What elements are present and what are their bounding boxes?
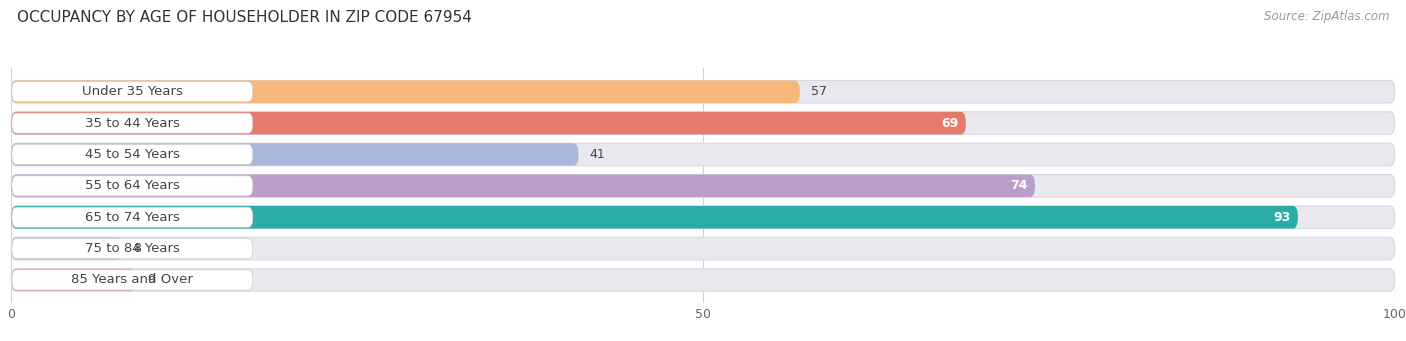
FancyBboxPatch shape — [11, 269, 1395, 291]
FancyBboxPatch shape — [11, 270, 253, 290]
FancyBboxPatch shape — [11, 80, 800, 103]
Text: 35 to 44 Years: 35 to 44 Years — [84, 117, 180, 130]
FancyBboxPatch shape — [11, 82, 253, 102]
FancyBboxPatch shape — [11, 206, 1395, 228]
FancyBboxPatch shape — [11, 113, 253, 133]
Text: 45 to 54 Years: 45 to 54 Years — [84, 148, 180, 161]
FancyBboxPatch shape — [11, 143, 578, 166]
Text: OCCUPANCY BY AGE OF HOUSEHOLDER IN ZIP CODE 67954: OCCUPANCY BY AGE OF HOUSEHOLDER IN ZIP C… — [17, 10, 472, 25]
FancyBboxPatch shape — [11, 175, 1035, 197]
FancyBboxPatch shape — [11, 239, 253, 258]
FancyBboxPatch shape — [11, 145, 253, 164]
Text: 75 to 84 Years: 75 to 84 Years — [84, 242, 180, 255]
Text: 55 to 64 Years: 55 to 64 Years — [84, 179, 180, 192]
FancyBboxPatch shape — [11, 237, 122, 260]
Text: 74: 74 — [1011, 179, 1028, 192]
FancyBboxPatch shape — [11, 176, 253, 196]
FancyBboxPatch shape — [11, 269, 136, 291]
FancyBboxPatch shape — [11, 143, 1395, 166]
FancyBboxPatch shape — [11, 237, 1395, 260]
Text: Source: ZipAtlas.com: Source: ZipAtlas.com — [1264, 10, 1389, 23]
Text: 8: 8 — [134, 242, 141, 255]
Text: 9: 9 — [146, 273, 155, 286]
Text: 65 to 74 Years: 65 to 74 Years — [84, 211, 180, 224]
Text: 57: 57 — [811, 85, 827, 98]
Text: 85 Years and Over: 85 Years and Over — [72, 273, 193, 286]
FancyBboxPatch shape — [11, 112, 1395, 134]
FancyBboxPatch shape — [11, 207, 253, 227]
FancyBboxPatch shape — [11, 206, 1298, 228]
Text: Under 35 Years: Under 35 Years — [82, 85, 183, 98]
Text: 69: 69 — [942, 117, 959, 130]
Text: 93: 93 — [1274, 211, 1291, 224]
FancyBboxPatch shape — [11, 112, 966, 134]
FancyBboxPatch shape — [11, 175, 1395, 197]
FancyBboxPatch shape — [11, 80, 1395, 103]
Text: 41: 41 — [589, 148, 606, 161]
